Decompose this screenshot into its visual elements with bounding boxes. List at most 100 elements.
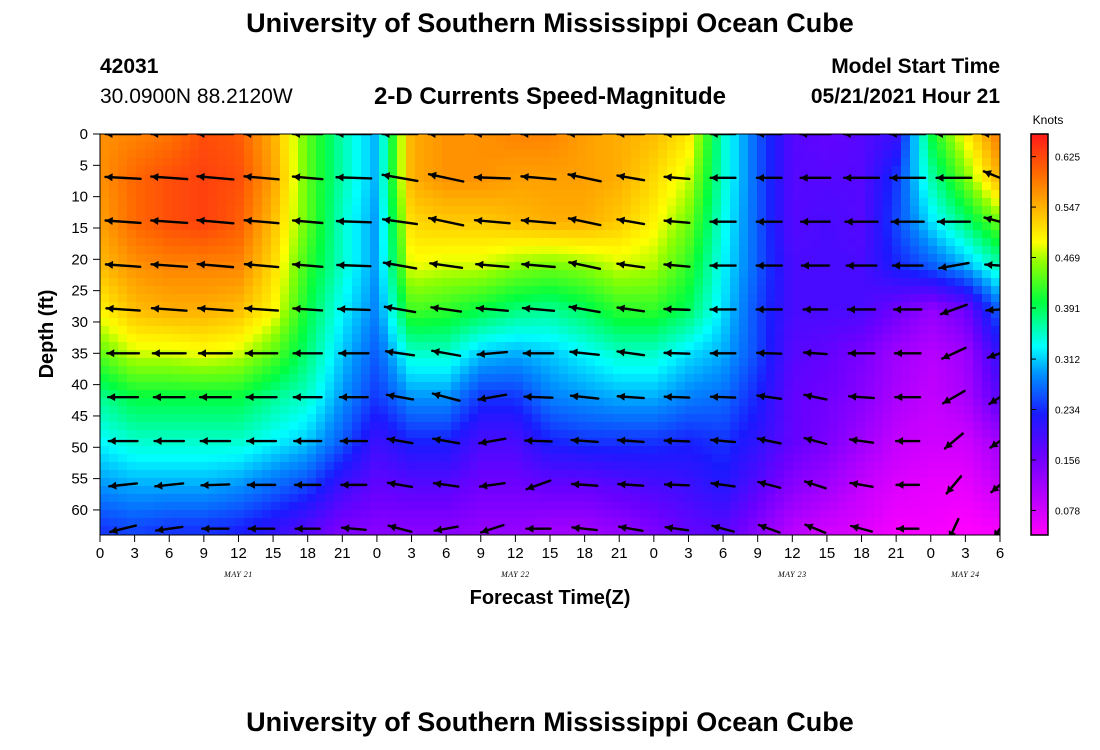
heatmap-cell	[982, 518, 992, 527]
heatmap-cell	[181, 342, 191, 351]
heatmap-cell	[901, 422, 911, 431]
heatmap-cell	[181, 478, 191, 487]
heatmap-cell	[334, 342, 344, 351]
heatmap-cell	[262, 398, 272, 407]
heatmap-cell	[784, 206, 794, 215]
heatmap-cell	[415, 366, 425, 375]
heatmap-cell	[136, 254, 146, 263]
heatmap-cell	[181, 246, 191, 255]
heatmap-cell	[766, 518, 776, 527]
heatmap-cell	[217, 246, 227, 255]
heatmap-cell	[415, 462, 425, 471]
heatmap-cell	[775, 414, 785, 423]
heatmap-cell	[658, 190, 668, 199]
heatmap-cell	[847, 518, 857, 527]
heatmap-cell	[802, 326, 812, 335]
heatmap-cell	[478, 326, 488, 335]
heatmap-cell	[811, 190, 821, 199]
heatmap-cell	[604, 310, 614, 319]
heatmap-cell	[568, 438, 578, 447]
heatmap-cell	[784, 278, 794, 287]
heatmap-cell	[100, 406, 110, 415]
heatmap-cell	[289, 462, 299, 471]
heatmap-cell	[658, 286, 668, 295]
heatmap-cell	[721, 406, 731, 415]
heatmap-cell	[730, 478, 740, 487]
heatmap-cell	[748, 270, 758, 279]
heatmap-cell	[352, 166, 362, 175]
heatmap-cell	[217, 278, 227, 287]
heatmap-cell	[271, 334, 281, 343]
heatmap-cell	[316, 390, 326, 399]
heatmap-cell	[100, 446, 110, 455]
heatmap-cell	[811, 182, 821, 191]
heatmap-cell	[343, 206, 353, 215]
heatmap-cell	[199, 374, 209, 383]
heatmap-cell	[730, 334, 740, 343]
heatmap-cell	[586, 518, 596, 527]
heatmap-cell	[217, 318, 227, 327]
heatmap-cell	[937, 294, 947, 303]
heatmap-cell	[550, 406, 560, 415]
heatmap-cell	[703, 486, 713, 495]
heatmap-cell	[595, 478, 605, 487]
heatmap-cell	[910, 358, 920, 367]
heatmap-cell	[937, 430, 947, 439]
heatmap-cell	[550, 254, 560, 263]
heatmap-cell	[550, 230, 560, 239]
heatmap-cell	[271, 518, 281, 527]
heatmap-cell	[253, 334, 263, 343]
heatmap-cell	[289, 406, 299, 415]
heatmap-cell	[523, 454, 533, 463]
heatmap-cell	[874, 526, 884, 535]
heatmap-cell	[532, 334, 542, 343]
heatmap-cell	[955, 158, 965, 167]
heatmap-cell	[658, 294, 668, 303]
heatmap-cell	[505, 446, 515, 455]
heatmap-cell	[118, 318, 128, 327]
heatmap-cell	[496, 350, 506, 359]
heatmap-cell	[145, 422, 155, 431]
heatmap-cell	[532, 182, 542, 191]
heatmap-cell	[892, 278, 902, 287]
heatmap-cell	[370, 486, 380, 495]
heatmap-cell	[343, 190, 353, 199]
heatmap-cell	[703, 158, 713, 167]
heatmap-cell	[820, 222, 830, 231]
heatmap-cell	[100, 462, 110, 471]
heatmap-cell	[901, 390, 911, 399]
heatmap-cell	[307, 430, 317, 439]
heatmap-cell	[514, 230, 524, 239]
heatmap-cell	[262, 134, 272, 143]
heatmap-cell	[253, 182, 263, 191]
heatmap-cell	[937, 166, 947, 175]
heatmap-cell	[901, 158, 911, 167]
heatmap-cell	[532, 510, 542, 519]
heatmap-cell	[352, 486, 362, 495]
heatmap-cell	[640, 358, 650, 367]
heatmap-cell	[487, 382, 497, 391]
heatmap-cell	[703, 134, 713, 143]
heatmap-cell	[181, 270, 191, 279]
heatmap-cell	[514, 190, 524, 199]
heatmap-cell	[541, 238, 551, 247]
heatmap-cell	[190, 318, 200, 327]
heatmap-cell	[298, 310, 308, 319]
heatmap-cell	[406, 302, 416, 311]
heatmap-cell	[199, 182, 209, 191]
heatmap-cell	[136, 182, 146, 191]
heatmap-cell	[415, 326, 425, 335]
heatmap-cell	[883, 462, 893, 471]
heatmap-cell	[640, 294, 650, 303]
heatmap-cell	[694, 518, 704, 527]
heatmap-cell	[262, 366, 272, 375]
heatmap-cell	[649, 286, 659, 295]
heatmap-cell	[316, 214, 326, 223]
heatmap-cell	[847, 198, 857, 207]
heatmap-cell	[622, 430, 632, 439]
heatmap-cell	[694, 406, 704, 415]
heatmap-cell	[586, 246, 596, 255]
heatmap-cell	[991, 270, 1000, 279]
heatmap-cell	[712, 374, 722, 383]
heatmap-cell	[217, 390, 227, 399]
